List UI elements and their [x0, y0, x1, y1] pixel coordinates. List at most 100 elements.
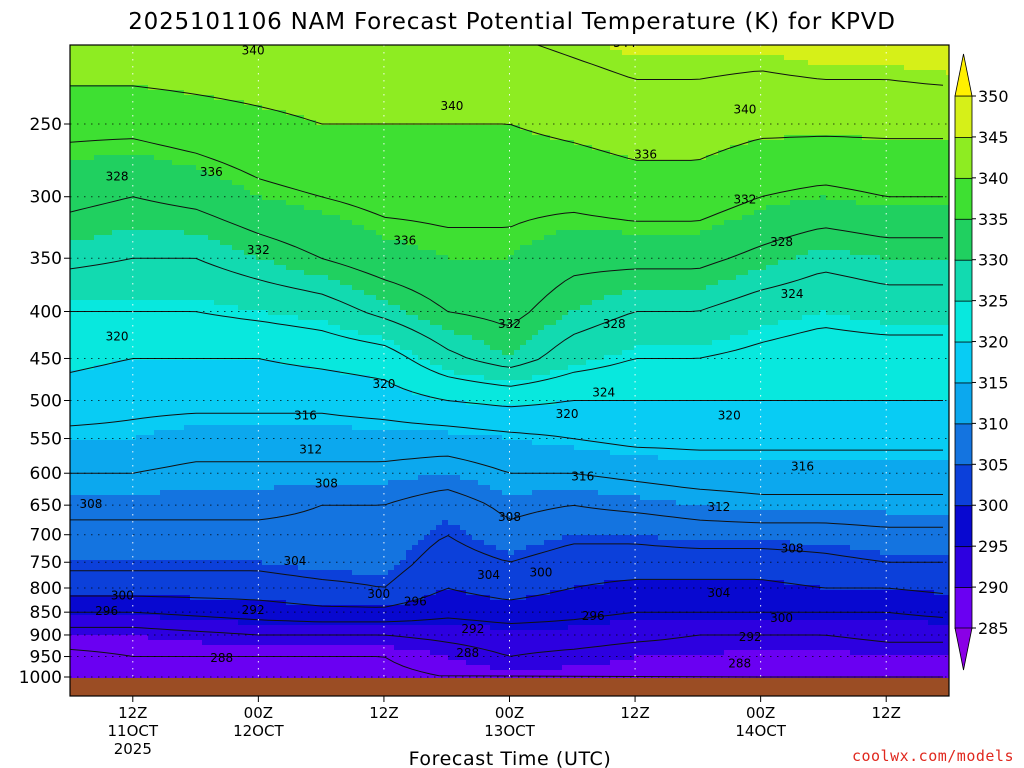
- field-cell: [568, 50, 575, 56]
- field-cell: [532, 175, 539, 181]
- field-cell: [604, 105, 611, 111]
- field-cell: [238, 180, 245, 186]
- field-cell: [616, 60, 623, 66]
- field-cell: [418, 100, 425, 106]
- field-cell: [310, 180, 317, 186]
- field-cell: [274, 170, 281, 176]
- field-cell: [484, 50, 491, 56]
- field-cell: [556, 120, 563, 126]
- field-cell: [496, 60, 503, 66]
- field-cell: [202, 80, 209, 86]
- field-cell: [934, 155, 941, 161]
- field-cell: [538, 120, 545, 126]
- field-cell: [712, 210, 719, 216]
- field-cell: [580, 155, 587, 161]
- field-cell: [442, 45, 449, 51]
- field-cell: [232, 60, 239, 66]
- field-cell: [82, 170, 89, 176]
- field-cell: [724, 125, 731, 131]
- field-cell: [886, 55, 893, 61]
- field-cell: [406, 60, 413, 66]
- field-cell: [112, 95, 119, 101]
- field-cell: [850, 170, 857, 176]
- field-cell: [268, 160, 275, 166]
- field-cell: [334, 85, 341, 91]
- field-cell: [676, 90, 683, 96]
- field-cell: [448, 195, 455, 201]
- field-cell: [364, 105, 371, 111]
- field-cell: [676, 175, 683, 181]
- field-cell: [442, 210, 449, 216]
- field-cell: [388, 170, 395, 176]
- field-cell: [184, 140, 191, 146]
- field-cell: [742, 185, 749, 191]
- field-cell: [484, 205, 491, 211]
- field-cell: [700, 90, 707, 96]
- field-cell: [466, 185, 473, 191]
- field-cell: [550, 115, 557, 121]
- field-cell: [304, 70, 311, 76]
- field-cell: [820, 170, 827, 176]
- field-cell: [304, 65, 311, 71]
- field-cell: [934, 200, 941, 206]
- field-cell: [178, 130, 185, 136]
- field-cell: [532, 75, 539, 81]
- field-cell: [640, 195, 647, 201]
- field-cell: [154, 180, 161, 186]
- field-cell: [796, 135, 803, 141]
- field-cell: [406, 195, 413, 201]
- field-cell: [172, 165, 179, 171]
- field-cell: [490, 110, 497, 116]
- field-cell: [664, 95, 671, 101]
- field-cell: [394, 60, 401, 66]
- field-cell: [826, 85, 833, 91]
- field-cell: [634, 115, 641, 121]
- field-cell: [376, 110, 383, 116]
- field-cell: [178, 125, 185, 131]
- field-cell: [190, 210, 197, 216]
- field-cell: [784, 120, 791, 126]
- field-cell: [838, 95, 845, 101]
- field-cell: [238, 130, 245, 136]
- field-cell: [646, 210, 653, 216]
- field-cell: [178, 180, 185, 186]
- field-cell: [454, 70, 461, 76]
- field-cell: [928, 100, 935, 106]
- field-cell: [436, 60, 443, 66]
- field-cell: [460, 60, 467, 66]
- field-cell: [724, 200, 731, 206]
- field-cell: [778, 150, 785, 156]
- field-cell: [202, 100, 209, 106]
- field-cell: [280, 210, 287, 216]
- field-cell: [472, 50, 479, 56]
- field-cell: [100, 175, 107, 181]
- field-cell: [490, 185, 497, 191]
- field-cell: [880, 105, 887, 111]
- field-cell: [580, 90, 587, 96]
- field-cell: [526, 140, 533, 146]
- field-cell: [466, 110, 473, 116]
- field-cell: [148, 110, 155, 116]
- field-cell: [820, 70, 827, 76]
- field-cell: [910, 185, 917, 191]
- field-cell: [124, 50, 131, 56]
- field-cell: [178, 135, 185, 141]
- field-cell: [196, 155, 203, 161]
- field-cell: [886, 45, 893, 51]
- field-cell: [454, 175, 461, 181]
- field-cell: [592, 165, 599, 171]
- field-cell: [490, 75, 497, 81]
- field-cell: [520, 80, 527, 86]
- field-cell: [490, 205, 497, 211]
- field-cell: [550, 165, 557, 171]
- field-cell: [220, 170, 227, 176]
- field-cell: [478, 55, 485, 61]
- field-cell: [280, 100, 287, 106]
- field-cell: [616, 160, 623, 166]
- field-cell: [634, 170, 641, 176]
- field-cell: [652, 75, 659, 81]
- field-cell: [496, 55, 503, 61]
- field-cell: [508, 135, 515, 141]
- field-cell: [886, 95, 893, 101]
- field-cell: [694, 90, 701, 96]
